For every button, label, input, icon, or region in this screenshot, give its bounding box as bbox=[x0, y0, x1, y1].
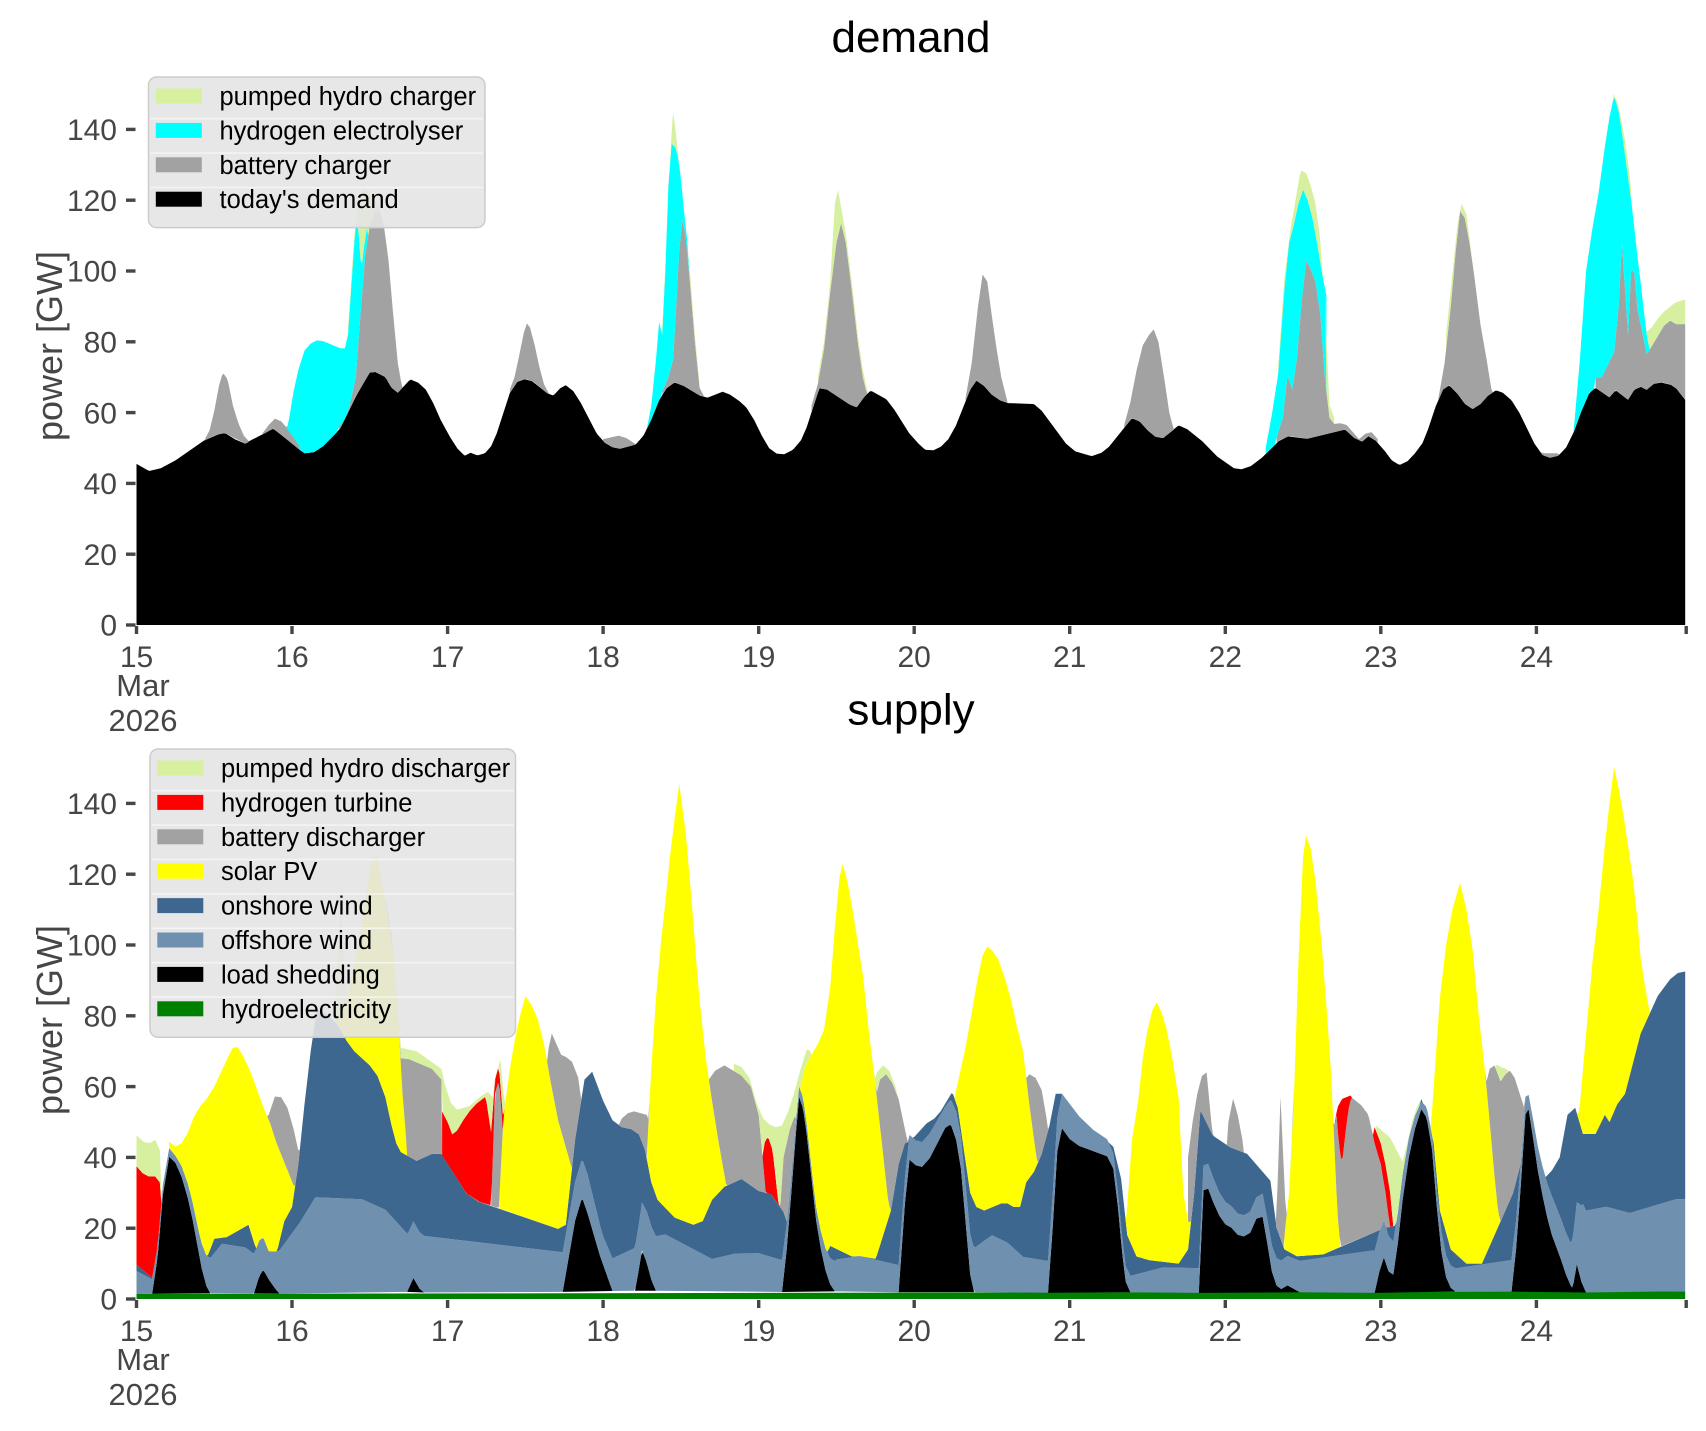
svg-text:15: 15 bbox=[120, 1315, 153, 1348]
svg-text:solar PV: solar PV bbox=[221, 858, 317, 886]
svg-text:40: 40 bbox=[84, 468, 117, 501]
svg-text:18: 18 bbox=[586, 1315, 619, 1348]
svg-text:40: 40 bbox=[84, 1142, 117, 1175]
svg-text:Mar: Mar bbox=[116, 668, 169, 703]
svg-text:60: 60 bbox=[84, 1071, 117, 1104]
svg-text:24: 24 bbox=[1520, 1315, 1553, 1348]
svg-text:120: 120 bbox=[67, 859, 117, 892]
svg-text:hydroelectricity: hydroelectricity bbox=[221, 996, 391, 1024]
svg-text:100: 100 bbox=[67, 930, 117, 963]
svg-text:120: 120 bbox=[67, 185, 117, 218]
svg-text:battery charger: battery charger bbox=[220, 152, 392, 180]
svg-text:onshore wind: onshore wind bbox=[221, 893, 373, 921]
svg-text:power [GW]: power [GW] bbox=[29, 925, 70, 1115]
svg-text:140: 140 bbox=[67, 788, 117, 821]
svg-text:0: 0 bbox=[100, 1284, 117, 1317]
svg-text:22: 22 bbox=[1209, 641, 1242, 674]
svg-text:16: 16 bbox=[275, 641, 308, 674]
svg-text:Mar: Mar bbox=[116, 1342, 169, 1377]
svg-text:100: 100 bbox=[67, 256, 117, 289]
svg-text:offshore wind: offshore wind bbox=[221, 927, 372, 955]
svg-text:hydrogen turbine: hydrogen turbine bbox=[221, 789, 412, 817]
svg-text:15: 15 bbox=[120, 641, 153, 674]
svg-text:battery discharger: battery discharger bbox=[221, 824, 426, 852]
svg-text:20: 20 bbox=[84, 1213, 117, 1246]
svg-text:80: 80 bbox=[84, 327, 117, 360]
svg-text:140: 140 bbox=[67, 114, 117, 147]
svg-text:18: 18 bbox=[586, 641, 619, 674]
svg-text:17: 17 bbox=[431, 641, 464, 674]
svg-text:pumped hydro discharger: pumped hydro discharger bbox=[221, 755, 511, 783]
svg-text:80: 80 bbox=[84, 1001, 117, 1034]
svg-text:hydrogen electrolyser: hydrogen electrolyser bbox=[220, 117, 464, 145]
svg-text:20: 20 bbox=[898, 641, 931, 674]
svg-text:20: 20 bbox=[898, 1315, 931, 1348]
svg-text:20: 20 bbox=[84, 539, 117, 572]
svg-text:23: 23 bbox=[1364, 641, 1397, 674]
svg-text:23: 23 bbox=[1364, 1315, 1397, 1348]
svg-text:22: 22 bbox=[1209, 1315, 1242, 1348]
svg-text:2026: 2026 bbox=[109, 703, 178, 738]
svg-text:power [GW]: power [GW] bbox=[29, 251, 70, 441]
svg-text:today's demand: today's demand bbox=[220, 186, 399, 214]
svg-text:2026: 2026 bbox=[109, 1377, 178, 1412]
svg-text:21: 21 bbox=[1053, 641, 1086, 674]
svg-text:21: 21 bbox=[1053, 1315, 1086, 1348]
svg-text:19: 19 bbox=[742, 641, 775, 674]
svg-text:60: 60 bbox=[84, 397, 117, 430]
svg-text:pumped hydro charger: pumped hydro charger bbox=[220, 83, 477, 111]
svg-text:17: 17 bbox=[431, 1315, 464, 1348]
svg-text:load shedding: load shedding bbox=[221, 961, 380, 989]
svg-text:0: 0 bbox=[100, 610, 117, 643]
svg-text:demand: demand bbox=[831, 13, 990, 62]
svg-text:19: 19 bbox=[742, 1315, 775, 1348]
svg-text:24: 24 bbox=[1520, 641, 1553, 674]
svg-text:16: 16 bbox=[275, 1315, 308, 1348]
svg-text:supply: supply bbox=[847, 686, 974, 735]
